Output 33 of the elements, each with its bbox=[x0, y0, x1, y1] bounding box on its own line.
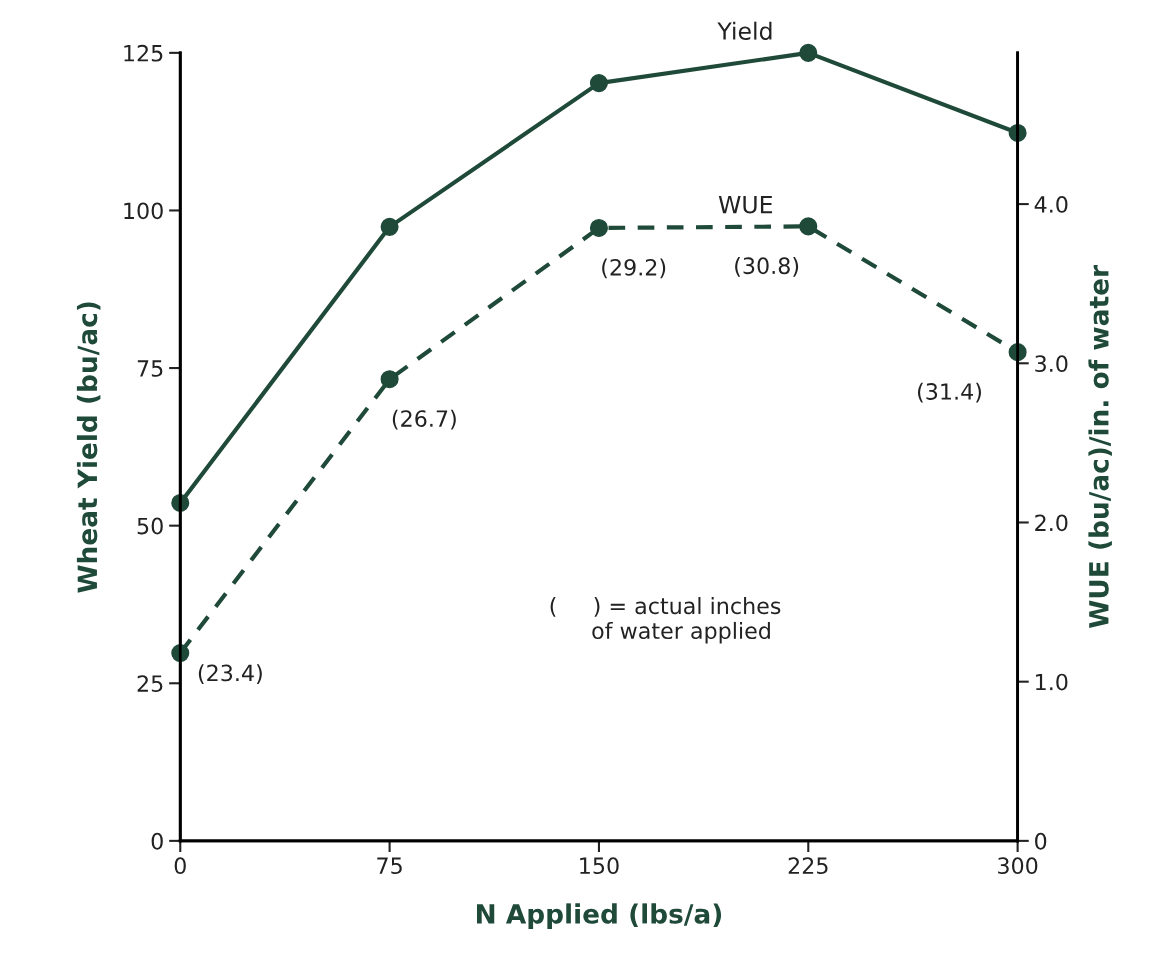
point bbox=[799, 217, 818, 236]
y2-tick-label: 3.0 bbox=[1035, 355, 1068, 373]
x-tick-label: 75 bbox=[377, 857, 402, 875]
y2-tick-label: 1.0 bbox=[1036, 673, 1068, 691]
y-axis-title: Wheat Yield (bu/ac) bbox=[76, 302, 101, 593]
annotation: (30.8) bbox=[735, 256, 799, 277]
x-tick-label: 300 bbox=[998, 857, 1038, 875]
annotation: (23.4) bbox=[198, 664, 262, 684]
annotation: (26.7) bbox=[392, 409, 456, 430]
annotation: ( ) = actual inches of water applied bbox=[550, 597, 781, 644]
y-tick-label: 50 bbox=[137, 517, 163, 535]
y-tick-label: 0 bbox=[151, 832, 163, 850]
y-tick-label: 75 bbox=[137, 360, 163, 377]
point bbox=[380, 370, 399, 389]
point bbox=[380, 217, 399, 236]
x-axis-title: N Applied (lbs/a) bbox=[477, 903, 722, 929]
x-tick-label: 0 bbox=[174, 857, 186, 875]
annotation: (29.2) bbox=[602, 258, 666, 279]
y-tick-label: 100 bbox=[124, 202, 163, 220]
y-tick-label: 125 bbox=[124, 44, 163, 62]
point bbox=[799, 43, 818, 62]
y2-tick-label: 2.0 bbox=[1035, 514, 1068, 532]
point bbox=[589, 218, 608, 237]
y2-axis-title: WUE (bu/ac)/in. of water bbox=[1088, 265, 1112, 628]
y2-tick-label: 4.0 bbox=[1034, 196, 1068, 213]
y2-tick-label: 0 bbox=[1035, 832, 1047, 850]
series-label: WUE bbox=[718, 195, 773, 214]
point bbox=[589, 74, 608, 93]
annotation: (31.4) bbox=[917, 382, 981, 403]
y-tick-label: 25 bbox=[137, 675, 163, 693]
series-label: Yield bbox=[717, 21, 772, 40]
x-tick-label: 225 bbox=[788, 857, 828, 875]
x-tick-label: 150 bbox=[580, 857, 619, 875]
